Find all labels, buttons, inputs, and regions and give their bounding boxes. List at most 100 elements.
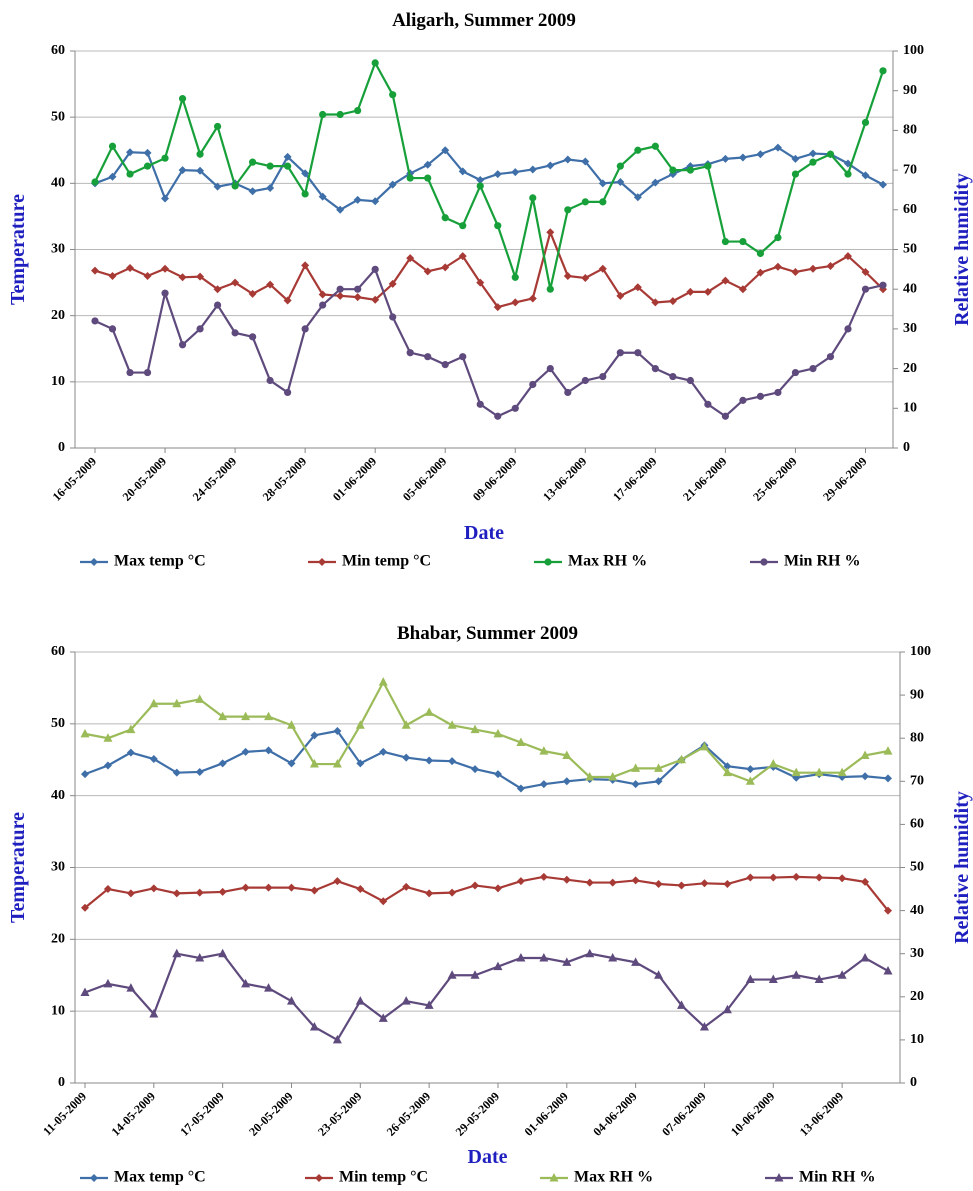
data-point — [494, 412, 502, 420]
data-point — [287, 883, 296, 892]
data-point — [585, 878, 594, 887]
data-point — [546, 365, 554, 373]
y-tick-label: 0 — [58, 440, 65, 455]
data-point — [651, 178, 660, 187]
data-point — [301, 325, 309, 333]
data-point — [406, 174, 414, 182]
data-point — [654, 970, 664, 979]
data-point — [178, 341, 187, 349]
data-point — [423, 160, 432, 169]
data-point — [178, 95, 187, 103]
data-point — [539, 746, 549, 755]
data-point — [808, 149, 817, 158]
y2-tick-label: 70 — [910, 774, 924, 789]
data-point — [529, 380, 537, 389]
data-point — [172, 768, 181, 777]
data-point — [108, 271, 117, 280]
data-point — [608, 878, 617, 887]
data-point — [441, 361, 449, 369]
data-point — [651, 365, 659, 373]
series-line — [94, 228, 884, 309]
x-tick-label: 13-06-2009 — [797, 1089, 846, 1138]
data-point — [585, 771, 595, 781]
data-point — [815, 873, 824, 882]
data-point — [476, 278, 485, 287]
data-point — [406, 254, 415, 263]
x-tick-label: 13-06-2009 — [540, 454, 589, 503]
legend-marker — [549, 1173, 559, 1182]
data-point — [861, 267, 870, 276]
data-point — [149, 1009, 159, 1018]
data-point — [511, 168, 520, 177]
data-point — [389, 313, 397, 321]
data-point — [333, 727, 342, 736]
data-point — [471, 881, 480, 890]
data-point — [354, 106, 362, 115]
data-point — [704, 400, 712, 408]
data-point — [218, 887, 227, 896]
data-point — [143, 148, 152, 157]
data-point — [248, 187, 257, 196]
y-tick-label: 50 — [51, 716, 65, 731]
data-point — [81, 770, 89, 779]
data-point — [423, 267, 432, 276]
data-point — [301, 261, 310, 270]
data-point — [459, 222, 467, 230]
data-point — [126, 368, 134, 377]
y2-tick-label: 0 — [903, 440, 910, 455]
data-point — [826, 150, 835, 158]
data-point — [195, 694, 205, 703]
data-point — [562, 957, 572, 966]
y-tick-label: 10 — [51, 374, 65, 389]
data-point — [91, 178, 99, 186]
y2-tick-label: 90 — [903, 83, 917, 98]
data-point — [756, 249, 765, 258]
data-point — [791, 970, 801, 979]
data-point — [651, 142, 659, 150]
data-point — [546, 228, 555, 237]
data-point — [686, 287, 695, 296]
data-point — [284, 162, 292, 170]
data-point — [108, 325, 117, 333]
data-point — [581, 376, 589, 385]
data-point — [616, 162, 624, 170]
data-point — [677, 754, 687, 764]
data-point — [108, 142, 117, 150]
data-point — [581, 157, 590, 166]
series-line — [94, 60, 885, 290]
data-point — [631, 957, 641, 966]
data-point — [721, 412, 730, 420]
data-point — [264, 983, 274, 992]
data-point — [746, 765, 755, 774]
legend-label: Max RH % — [574, 1169, 653, 1186]
data-point — [814, 767, 824, 777]
data-point — [654, 777, 663, 786]
data-point — [458, 167, 467, 176]
data-point — [441, 263, 450, 272]
data-point — [241, 978, 251, 988]
data-point — [149, 755, 158, 764]
y-tick-label: 60 — [51, 43, 65, 58]
data-point — [633, 193, 642, 202]
data-point — [773, 143, 782, 152]
data-point — [791, 767, 801, 777]
x-axis-label: Date — [468, 1146, 508, 1168]
data-point — [843, 252, 852, 261]
y2-tick-label: 40 — [903, 281, 917, 296]
data-point — [493, 303, 502, 312]
data-point — [861, 285, 870, 293]
data-point — [401, 720, 411, 729]
y2-tick-label: 20 — [903, 361, 917, 376]
data-point — [161, 264, 170, 273]
data-point — [791, 170, 800, 178]
y2-tick-label: 60 — [910, 817, 924, 832]
data-point — [634, 146, 642, 154]
data-point — [441, 146, 450, 155]
data-point — [654, 763, 664, 772]
data-point — [378, 677, 388, 686]
data-point — [756, 268, 765, 277]
data-point — [91, 266, 99, 275]
data-point — [213, 285, 222, 294]
y2-tick-label: 40 — [910, 903, 924, 918]
data-point — [126, 264, 135, 273]
